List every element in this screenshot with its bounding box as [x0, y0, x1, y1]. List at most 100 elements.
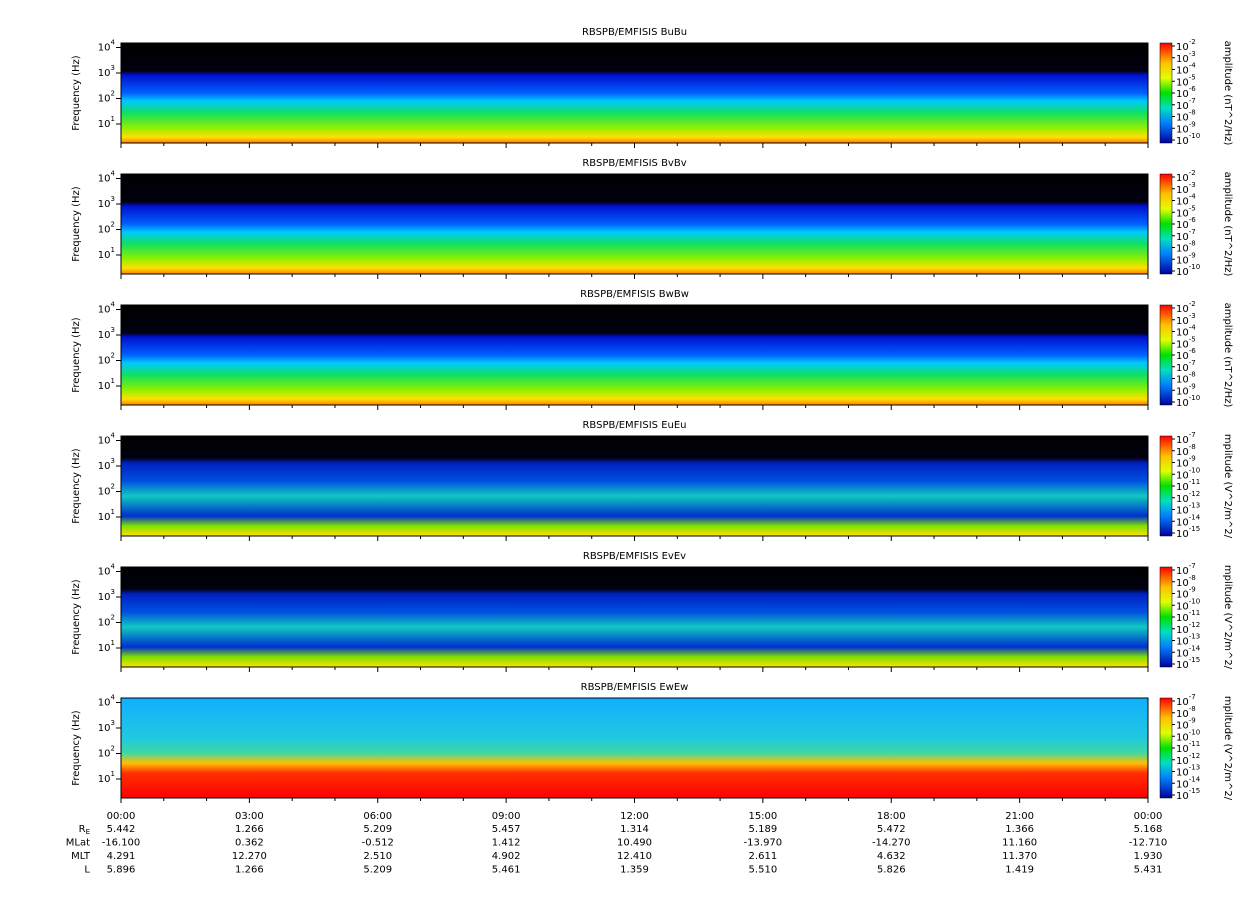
colorbar-tick-label: 10-8: [1176, 443, 1196, 458]
colorbar-tick-label: 10-11: [1176, 609, 1200, 624]
label-base: MLT: [71, 851, 91, 862]
tick-exponent: -7: [1189, 562, 1196, 570]
tick-base: 10: [98, 119, 111, 130]
spectrogram: [121, 43, 1148, 143]
colorbar-tick-label: 10-9: [1176, 717, 1196, 732]
colorbar: [1159, 42, 1173, 144]
tick-base: 10: [1176, 517, 1189, 528]
ephemeris-label: MLT: [71, 851, 91, 862]
tick-exponent: 1: [111, 770, 115, 778]
y-tick-label: 102: [98, 90, 115, 105]
label-base: R: [79, 824, 86, 835]
tick-exponent: 2: [111, 352, 115, 360]
tick-exponent: 2: [111, 221, 115, 229]
colorbar-tick-label: 10-7: [1176, 562, 1196, 577]
ephemeris-value: 1.412: [492, 838, 521, 849]
tick-base: 10: [1176, 185, 1189, 196]
panel-title: RBSPB/EMFISIS BuBu: [582, 27, 687, 38]
colorbar-tick-label: 10-3: [1176, 181, 1196, 196]
tick-base: 10: [1176, 363, 1189, 374]
tick-base: 10: [98, 698, 111, 709]
colorbar-tick-label: 10-7: [1176, 431, 1196, 446]
tick-base: 10: [98, 774, 111, 785]
ephemeris-value: 5.442: [107, 824, 136, 835]
ephemeris-value: -16.100: [102, 838, 141, 849]
y-tick-label: 103: [98, 195, 115, 210]
tick-base: 10: [1176, 136, 1189, 147]
spectrogram: [121, 567, 1148, 667]
colorbar-tick-label: 10-2: [1176, 169, 1196, 184]
label-base: L: [84, 865, 90, 876]
y-tick-label: 104: [98, 39, 116, 54]
ephemeris-label: MLat: [66, 838, 90, 849]
tick-base: 10: [1176, 791, 1189, 802]
tick-exponent: -9: [1189, 120, 1196, 128]
colorbar-tick-label: 10-13: [1176, 633, 1200, 648]
tick-base: 10: [1176, 566, 1189, 577]
tick-exponent: -4: [1189, 193, 1197, 201]
tick-exponent: -7: [1189, 97, 1196, 105]
tick-exponent: -8: [1189, 371, 1196, 379]
y-tick-label: 101: [98, 770, 115, 785]
colorbar-label: mplitude (V^2/m^2/: [1222, 696, 1233, 801]
label-sub: E: [86, 828, 90, 836]
tick-exponent: -2: [1189, 38, 1196, 46]
tick-exponent: -15: [1189, 787, 1200, 795]
colorbar-tick-label: 10-11: [1176, 478, 1200, 493]
colorbar-tick-label: 10-7: [1176, 97, 1196, 112]
ephemeris-value: 5.510: [749, 865, 778, 876]
ephemeris-value: 0.362: [235, 838, 264, 849]
tick-base: 10: [1176, 220, 1189, 231]
colorbar-tick-label: 10-7: [1176, 228, 1196, 243]
tick-exponent: -11: [1189, 609, 1200, 617]
colorbar-label: amplitude (nT^2/Hz): [1222, 172, 1233, 277]
y-axis-label: Frequency (Hz): [71, 579, 82, 655]
tick-exponent: 4: [111, 563, 116, 571]
tick-base: 10: [1176, 601, 1189, 612]
ephemeris-value: 5.826: [877, 865, 906, 876]
tick-base: 10: [1176, 173, 1189, 184]
tick-base: 10: [1176, 375, 1189, 386]
tick-exponent: 4: [111, 39, 116, 47]
ephemeris-value: 5.472: [877, 824, 906, 835]
tick-exponent: 2: [111, 90, 115, 98]
tick-base: 10: [1176, 339, 1189, 350]
tick-exponent: -11: [1189, 478, 1200, 486]
ephemeris-value: 5.896: [107, 865, 136, 876]
tick-base: 10: [98, 592, 111, 603]
y-axis-label: Frequency (Hz): [71, 448, 82, 524]
colorbar: [1159, 304, 1173, 406]
panel-title: RBSPB/EMFISIS BwBw: [580, 289, 689, 300]
tick-base: 10: [98, 225, 111, 236]
colorbar-tick-label: 10-9: [1176, 382, 1196, 397]
tick-exponent: -9: [1189, 382, 1196, 390]
spectrogram: [121, 436, 1148, 536]
tick-base: 10: [1176, 756, 1189, 767]
tick-base: 10: [1176, 578, 1189, 589]
tick-base: 10: [1176, 328, 1189, 339]
tick-base: 10: [98, 250, 111, 261]
tick-base: 10: [1176, 42, 1189, 53]
tick-base: 10: [1176, 208, 1189, 219]
tick-exponent: 4: [111, 301, 116, 309]
tick-exponent: 2: [111, 614, 115, 622]
colorbar-tick-label: 10-4: [1176, 62, 1196, 77]
colorbar-tick-label: 10-2: [1176, 38, 1196, 53]
colorbar-tick-label: 10-15: [1176, 787, 1200, 802]
spectrogram: [121, 174, 1148, 274]
tick-base: 10: [1176, 267, 1189, 278]
y-axis-label: Frequency (Hz): [71, 317, 82, 393]
tick-exponent: 1: [111, 115, 115, 123]
ephemeris-value: 1.419: [1005, 865, 1034, 876]
tick-exponent: -12: [1189, 621, 1200, 629]
x-tick-label: 03:00: [235, 811, 264, 822]
tick-exponent: -14: [1189, 775, 1201, 783]
ephemeris-value: 5.457: [492, 824, 521, 835]
ephemeris-value: 5.189: [749, 824, 778, 835]
y-axis-label: Frequency (Hz): [71, 710, 82, 786]
y-tick-label: 103: [98, 64, 115, 79]
colorbar-tick-label: 10-8: [1176, 574, 1196, 589]
y-tick-label: 102: [98, 352, 115, 367]
tick-exponent: -8: [1189, 574, 1196, 582]
tick-exponent: -9: [1189, 455, 1196, 463]
